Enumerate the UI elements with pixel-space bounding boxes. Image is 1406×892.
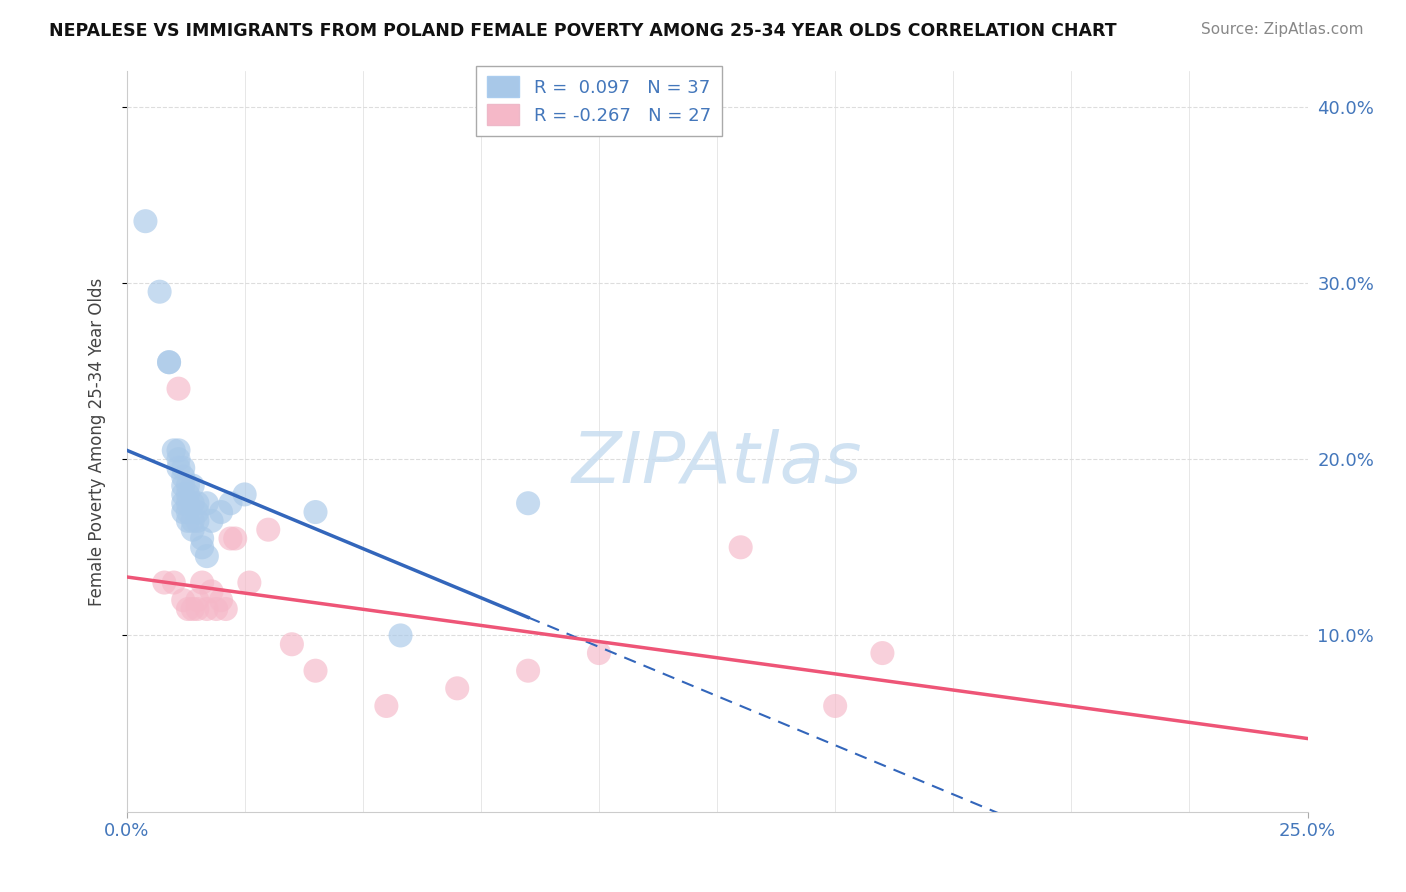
Point <box>172 487 194 501</box>
Point <box>153 575 176 590</box>
Point <box>389 628 412 642</box>
Point <box>281 637 304 651</box>
Text: Source: ZipAtlas.com: Source: ZipAtlas.com <box>1201 22 1364 37</box>
Point <box>186 496 208 510</box>
Point <box>186 602 208 616</box>
Point <box>517 496 540 510</box>
Point <box>209 505 232 519</box>
Point <box>167 382 190 396</box>
Point <box>200 514 222 528</box>
Point <box>181 523 204 537</box>
Point <box>181 514 204 528</box>
Point <box>177 478 200 492</box>
Point <box>238 575 260 590</box>
Point <box>163 575 186 590</box>
Point <box>172 478 194 492</box>
Point <box>219 496 242 510</box>
Point <box>195 496 218 510</box>
Point <box>177 514 200 528</box>
Point <box>446 681 468 696</box>
Point <box>181 478 204 492</box>
Point <box>195 549 218 563</box>
Point <box>195 602 218 616</box>
Point <box>172 496 194 510</box>
Point <box>134 214 156 228</box>
Point <box>224 532 246 546</box>
Point <box>177 505 200 519</box>
Text: NEPALESE VS IMMIGRANTS FROM POLAND FEMALE POVERTY AMONG 25-34 YEAR OLDS CORRELAT: NEPALESE VS IMMIGRANTS FROM POLAND FEMAL… <box>49 22 1116 40</box>
Point <box>209 593 232 607</box>
Point <box>375 698 398 713</box>
Point <box>167 452 190 467</box>
Point <box>219 532 242 546</box>
Point <box>167 461 190 475</box>
Point <box>205 602 228 616</box>
Point <box>824 698 846 713</box>
Point <box>517 664 540 678</box>
Point <box>177 496 200 510</box>
Point <box>186 593 208 607</box>
Point <box>157 355 180 369</box>
Point <box>181 496 204 510</box>
Point <box>233 487 256 501</box>
Point <box>191 575 214 590</box>
Point <box>186 514 208 528</box>
Point <box>172 593 194 607</box>
Point <box>177 602 200 616</box>
Point <box>200 584 222 599</box>
Point <box>304 505 326 519</box>
Point <box>186 505 208 519</box>
Point <box>191 532 214 546</box>
Point <box>191 541 214 555</box>
Point <box>149 285 172 299</box>
Point <box>588 646 610 660</box>
Point <box>167 443 190 458</box>
Point <box>257 523 280 537</box>
Point <box>157 355 180 369</box>
Y-axis label: Female Poverty Among 25-34 Year Olds: Female Poverty Among 25-34 Year Olds <box>87 277 105 606</box>
Point <box>304 664 326 678</box>
Point <box>181 602 204 616</box>
Point <box>215 602 238 616</box>
Point <box>177 487 200 501</box>
Text: ZIPAtlas: ZIPAtlas <box>572 429 862 499</box>
Point <box>872 646 894 660</box>
Point <box>163 443 186 458</box>
Point <box>172 505 194 519</box>
Point <box>172 461 194 475</box>
Point <box>172 470 194 484</box>
Point <box>730 541 752 555</box>
Legend: R =  0.097   N = 37, R = -0.267   N = 27: R = 0.097 N = 37, R = -0.267 N = 27 <box>477 66 721 136</box>
